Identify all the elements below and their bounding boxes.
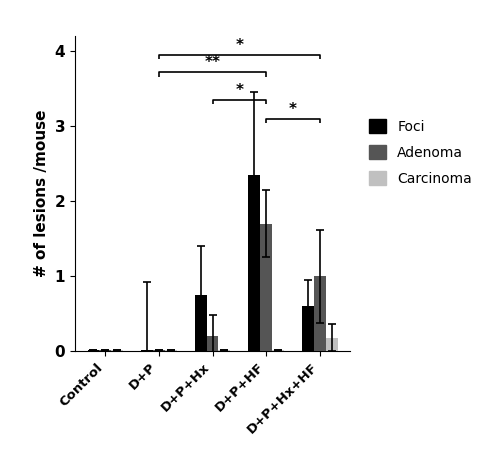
Text: *: * (236, 83, 244, 98)
Bar (272, 350, 284, 351)
Bar (111, 350, 123, 351)
Bar (218, 350, 230, 351)
Y-axis label: # of lesions /mouse: # of lesions /mouse (34, 110, 49, 277)
Bar (141, 350, 153, 351)
Bar (314, 276, 326, 351)
Text: *: * (236, 38, 244, 53)
Bar (302, 306, 314, 351)
Text: *: * (289, 102, 297, 117)
Bar (165, 350, 176, 351)
Legend: Foci, Adenoma, Carcinoma: Foci, Adenoma, Carcinoma (362, 112, 479, 193)
Bar (195, 295, 206, 351)
Bar (100, 350, 111, 351)
Text: **: ** (204, 55, 220, 71)
Bar (206, 336, 218, 351)
Bar (153, 350, 165, 351)
Bar (88, 350, 100, 351)
Bar (326, 338, 338, 351)
Bar (248, 175, 260, 351)
Bar (260, 224, 272, 351)
